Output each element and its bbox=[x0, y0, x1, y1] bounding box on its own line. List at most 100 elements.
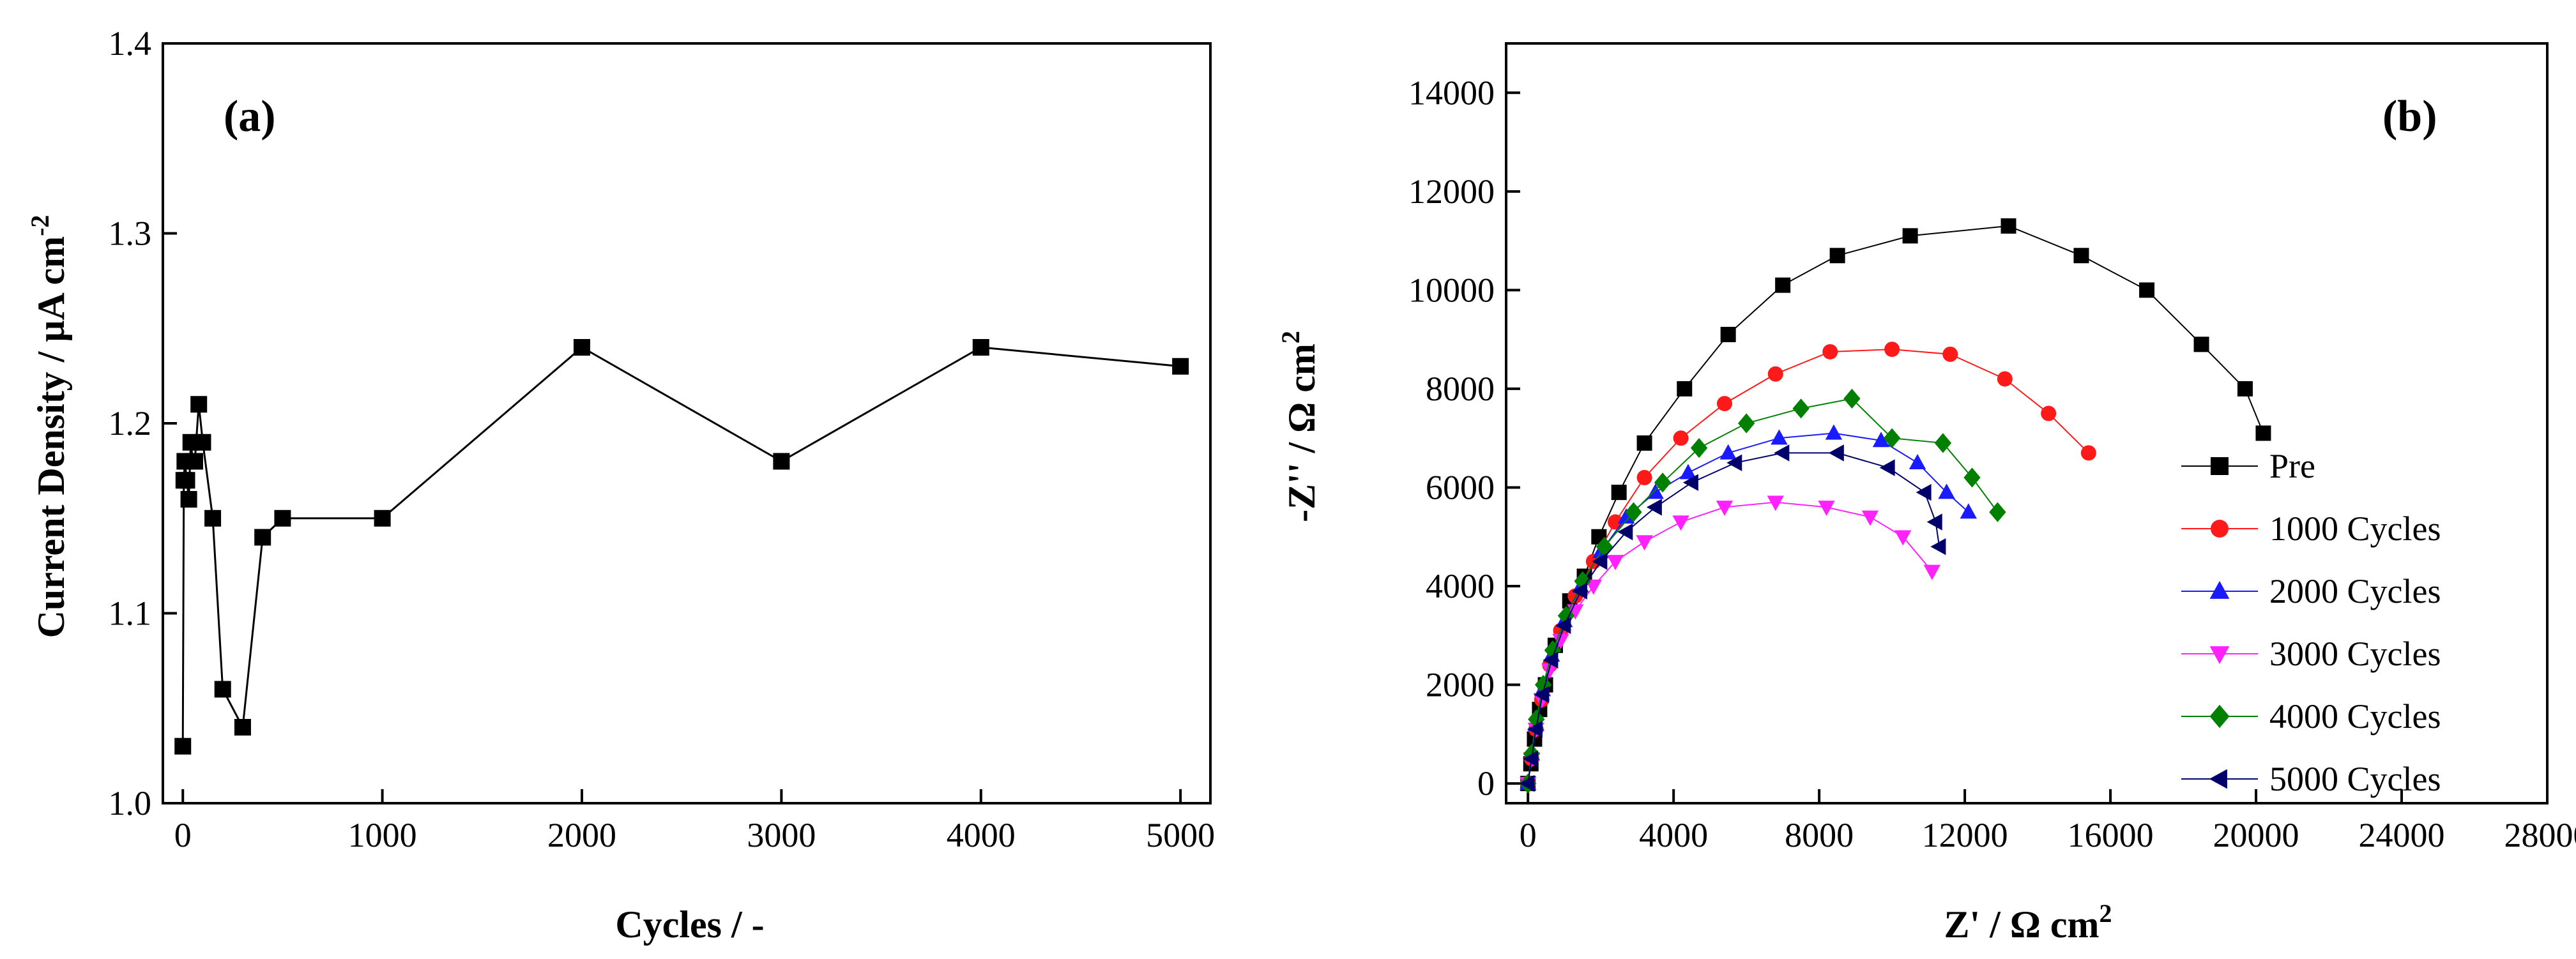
data-point bbox=[1673, 430, 1689, 446]
panel-a-y-tick-label: 1.4 bbox=[109, 24, 152, 63]
data-point bbox=[1719, 444, 1737, 460]
data-point bbox=[1523, 750, 1539, 767]
data-point bbox=[1825, 424, 1843, 440]
panel-a-data-point bbox=[180, 491, 197, 508]
data-point bbox=[1997, 371, 2013, 387]
panel-b-x-axis-title: Z' / Ω cm2 bbox=[1944, 899, 2112, 946]
legend-label: 2000 Cycles bbox=[2269, 572, 2441, 610]
panel-a-y-axis-title: Current Density / μA cm-2 bbox=[26, 215, 72, 638]
data-point bbox=[1690, 438, 1708, 458]
data-point bbox=[1775, 277, 1791, 293]
panel-a-data-point bbox=[178, 472, 195, 489]
data-point bbox=[1636, 535, 1653, 551]
panel-b-x-tick-label: 16000 bbox=[2068, 816, 2154, 854]
data-point bbox=[1822, 344, 1838, 359]
panel-b-x-tick-label: 12000 bbox=[1922, 816, 2008, 854]
data-point bbox=[1534, 686, 1550, 704]
data-point bbox=[1636, 435, 1652, 451]
data-point bbox=[1572, 582, 1588, 600]
panel-a-x-axis-title: Cycles / - bbox=[615, 903, 764, 946]
panel-a-data-point bbox=[214, 681, 231, 698]
panel-b-y-ticks: 0 2000 4000 6000 8000 10000 12000 14000 bbox=[1408, 73, 1520, 803]
panel-a-data-point bbox=[773, 453, 790, 470]
data-point bbox=[2237, 381, 2253, 396]
panel-a-data-point bbox=[972, 339, 989, 356]
data-point bbox=[1861, 510, 1879, 526]
panel-b-series bbox=[1519, 218, 2271, 794]
data-point bbox=[1934, 433, 1952, 453]
legend-marker bbox=[2209, 646, 2230, 665]
data-point bbox=[1963, 467, 1981, 488]
data-point bbox=[2041, 405, 2057, 421]
data-point bbox=[1716, 396, 1732, 412]
panel-b-y-axis-title-sup: 2 bbox=[1276, 331, 1305, 344]
series-line bbox=[1527, 349, 2089, 784]
panel-a-x-ticks: 0 1000 2000 3000 4000 5000 bbox=[174, 789, 1215, 854]
data-point bbox=[1989, 502, 2006, 522]
panel-b-x-tick-label: 8000 bbox=[1785, 816, 1854, 854]
panel-a-data-point bbox=[194, 434, 211, 451]
series-line bbox=[1527, 398, 1999, 784]
data-point bbox=[1672, 515, 1689, 531]
data-point bbox=[1636, 470, 1652, 485]
data-point bbox=[1555, 617, 1571, 635]
data-point bbox=[1771, 429, 1788, 445]
panel-b-y-tick-label: 10000 bbox=[1408, 271, 1495, 309]
data-point bbox=[2001, 218, 2016, 234]
data-point bbox=[1527, 720, 1543, 738]
legend-marker bbox=[2209, 769, 2227, 789]
panel-a-data-point bbox=[254, 529, 271, 546]
data-point bbox=[1625, 502, 1642, 522]
panel-b-series-2000-cycles bbox=[1519, 424, 1978, 790]
data-point bbox=[1843, 388, 1861, 409]
legend-marker bbox=[2209, 580, 2230, 599]
panel-a-y-tick-label: 1.0 bbox=[109, 784, 152, 822]
data-point bbox=[2073, 248, 2089, 264]
data-point bbox=[1519, 774, 1535, 792]
panel-a-x-tick-label: 0 bbox=[174, 816, 192, 854]
panel-a-label: (a) bbox=[224, 92, 276, 141]
legend-marker bbox=[2211, 457, 2229, 475]
panel-a-data-point bbox=[1172, 358, 1189, 375]
legend-marker bbox=[2211, 520, 2229, 538]
panel-a-data-point bbox=[174, 737, 192, 755]
data-point bbox=[1774, 444, 1790, 462]
data-point bbox=[1909, 454, 1926, 470]
data-point bbox=[1677, 381, 1693, 396]
panel-a-x-tick-label: 4000 bbox=[947, 816, 1016, 854]
data-point bbox=[1592, 553, 1608, 570]
panel-a-y-tick-label: 1.1 bbox=[109, 594, 152, 633]
data-point bbox=[1552, 633, 1569, 649]
data-point bbox=[1902, 228, 1918, 244]
panel-b-y-tick-label: 0 bbox=[1477, 764, 1495, 803]
panel-a-y-tick-label: 1.3 bbox=[109, 215, 152, 253]
panel-a-series bbox=[174, 339, 1189, 755]
legend-label: 5000 Cycles bbox=[2269, 760, 2441, 798]
data-point bbox=[1879, 459, 1895, 476]
panel-a-data-point bbox=[186, 453, 203, 470]
data-point bbox=[1646, 499, 1662, 516]
panel-a-data-point bbox=[234, 719, 251, 736]
data-point bbox=[1926, 513, 1942, 531]
panel-a: 0 1000 2000 3000 4000 5000 1.0 1.1 1.2 1.3 1.4 (a… bbox=[26, 24, 1215, 946]
data-point bbox=[1894, 530, 1912, 546]
panel-a-data-point bbox=[374, 510, 391, 527]
panel-b-y-tick-label: 14000 bbox=[1408, 73, 1495, 112]
panel-b-y-tick-label: 12000 bbox=[1408, 172, 1495, 211]
data-point bbox=[1930, 538, 1946, 555]
legend-label: 3000 Cycles bbox=[2269, 635, 2441, 673]
data-point bbox=[1679, 464, 1697, 480]
data-point bbox=[1617, 508, 1635, 524]
panel-b-x-tick-label: 0 bbox=[1520, 816, 1537, 854]
data-point bbox=[1942, 346, 1958, 362]
series-line bbox=[1527, 432, 1969, 784]
panel-a-data-point bbox=[274, 510, 291, 527]
data-point bbox=[1767, 366, 1783, 382]
panel-a-y-tick-label: 1.2 bbox=[109, 404, 152, 442]
panel-b-y-axis-title: -Z'' / Ω cm2 bbox=[1276, 331, 1323, 522]
series-line bbox=[1527, 501, 1933, 784]
panel-b-x-axis-title-main: Z' / Ω cm bbox=[1944, 903, 2099, 946]
